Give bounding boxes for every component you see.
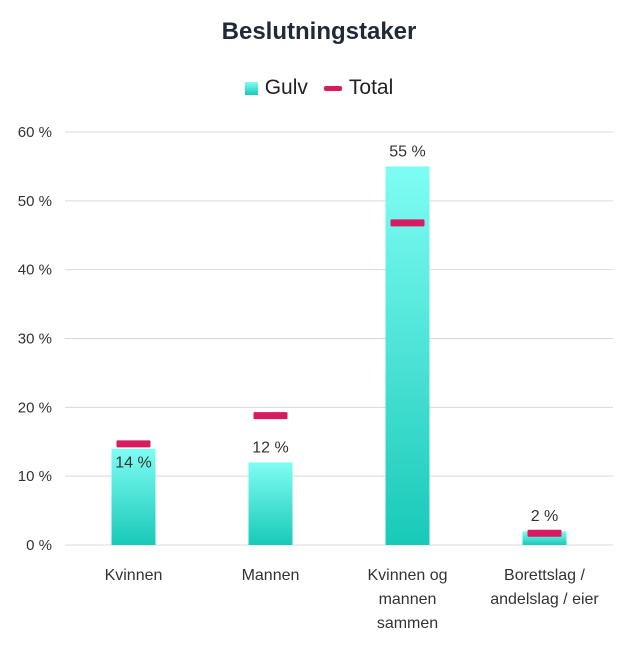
chart-legend: Gulv Total <box>0 76 638 100</box>
chart-title: Beslutningstaker <box>221 18 417 45</box>
x-tick-label: Kvinnen <box>105 567 163 584</box>
legend-item-total: Total <box>323 76 394 100</box>
total-marker <box>390 219 425 227</box>
y-tick-label: 40 % <box>18 262 52 279</box>
data-label: 12 % <box>252 439 288 456</box>
x-tick-label: Borettslag / andelslag / eier <box>490 567 599 608</box>
x-tick-label: Kvinnen og mannen sammen <box>367 567 447 632</box>
y-tick-label: 30 % <box>18 331 52 348</box>
total-marker <box>116 440 151 448</box>
y-tick-label: 50 % <box>18 193 52 210</box>
legend-swatch-total <box>323 85 342 91</box>
bar <box>111 448 156 545</box>
data-label: 55 % <box>389 143 425 160</box>
y-tick-label: 10 % <box>18 468 52 485</box>
x-tick-label: Mannen <box>242 567 300 584</box>
total-marker <box>527 529 562 537</box>
legend-item-gulv: Gulv <box>244 76 308 100</box>
y-tick-label: 20 % <box>18 399 52 416</box>
legend-swatch-gulv <box>244 81 258 95</box>
legend-label-total: Total <box>348 76 394 99</box>
legend-label-gulv: Gulv <box>264 76 308 99</box>
bar <box>248 462 293 545</box>
y-tick-label: 60 % <box>18 124 52 141</box>
data-label: 2 % <box>531 508 559 525</box>
y-tick-label: 0 % <box>26 537 52 554</box>
total-marker <box>253 412 288 420</box>
data-label: 14 % <box>115 454 151 471</box>
bar <box>385 166 430 545</box>
